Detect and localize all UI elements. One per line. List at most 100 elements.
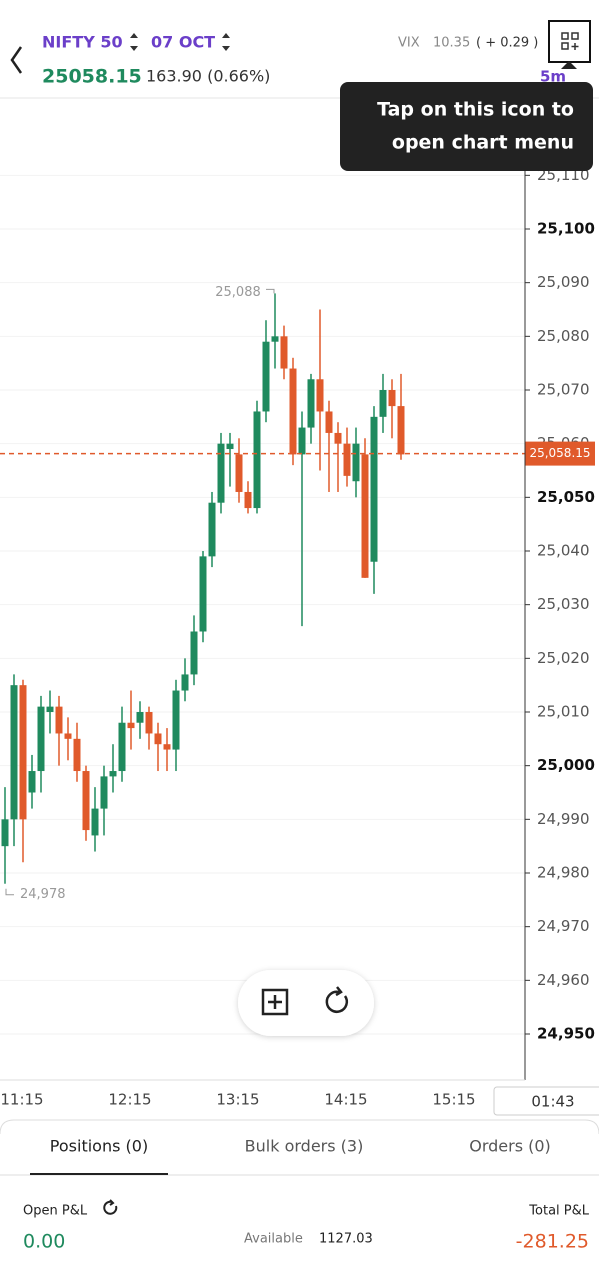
candle-body — [370, 416, 378, 562]
tooltip-text: Tap on this icon to — [377, 99, 574, 121]
refresh-icon[interactable] — [103, 1199, 118, 1215]
available: 1127.03 — [319, 1232, 373, 1247]
available-label: Available — [244, 1232, 303, 1247]
candle-body — [91, 808, 99, 836]
candle-body — [190, 631, 198, 675]
candle-body — [289, 368, 297, 455]
tab[interactable]: Positions (0) — [50, 1137, 148, 1156]
candle-body — [298, 427, 306, 455]
candle-body — [145, 712, 153, 734]
y-tick-label: 25,000 — [537, 756, 595, 774]
x-tick-label: 15:15 — [432, 1091, 475, 1109]
panel-edge — [0, 1119, 599, 1135]
candle-body — [127, 722, 135, 729]
interval[interactable]: 5m — [540, 68, 566, 86]
candle-body — [82, 771, 90, 831]
candle-body — [271, 336, 279, 342]
candle-body — [154, 733, 162, 745]
candle-body — [397, 406, 405, 455]
sort-icon — [130, 33, 138, 51]
candle-body — [334, 432, 342, 444]
candle-body — [226, 443, 234, 450]
zoom-controls — [238, 970, 374, 1036]
candle-body — [325, 411, 333, 433]
y-tick-label: 25,040 — [537, 542, 590, 560]
back-button[interactable] — [10, 46, 23, 74]
tab[interactable]: Orders (0) — [469, 1137, 551, 1156]
y-tick-label: 25,020 — [537, 649, 590, 667]
candle-body — [19, 685, 27, 820]
candle-body — [361, 454, 369, 578]
candle-body — [73, 738, 81, 772]
candle-body — [307, 379, 315, 428]
high-annotation: 25,088 — [215, 285, 261, 300]
candle-body — [379, 390, 387, 417]
x-tick-label: 11:15 — [0, 1091, 43, 1109]
tooltip — [340, 82, 593, 171]
fit-button[interactable] — [261, 988, 289, 1016]
chart-area: 25,11025,10025,09025,08025,07025,06025,0… — [0, 166, 595, 1043]
reset-button[interactable] — [325, 986, 349, 1013]
y-tick-label: 24,980 — [537, 864, 590, 882]
x-tick-label: 13:15 — [216, 1091, 259, 1109]
candle-body — [352, 443, 360, 482]
candle-body — [163, 744, 171, 750]
y-tick-label: 25,050 — [537, 488, 595, 506]
y-tick-label: 24,970 — [537, 917, 590, 935]
candle-body — [100, 776, 108, 809]
y-tick-label: 24,990 — [537, 810, 590, 828]
candle-body — [253, 411, 261, 509]
candle-body — [64, 733, 72, 739]
candle-body — [208, 502, 216, 557]
candle-body — [28, 771, 36, 793]
total-pl: -281.25 — [516, 1231, 589, 1253]
candle-body — [172, 690, 180, 750]
candle-body — [343, 443, 351, 476]
bottom-panel — [0, 1120, 599, 1280]
header — [0, 0, 599, 98]
candle-body — [244, 491, 252, 509]
open-pl-label: Open P&L — [23, 1204, 88, 1219]
expiry[interactable]: 07 OCT — [151, 33, 215, 52]
vix-value: 10.35 — [433, 36, 470, 51]
y-tick-label: 25,090 — [537, 273, 590, 291]
open-pl: 0.00 — [23, 1231, 65, 1253]
candle-body — [37, 706, 45, 772]
y-tick-label: 25,080 — [537, 327, 590, 345]
symbol[interactable]: NIFTY 50 — [42, 33, 123, 52]
candle-body — [316, 379, 324, 412]
candle-body — [136, 712, 144, 723]
y-tick-label: 25,010 — [537, 703, 590, 721]
candle-body — [109, 771, 117, 777]
tooltip-text: open chart menu — [392, 132, 574, 154]
last-price-tag — [525, 441, 595, 466]
menu-icon — [561, 32, 579, 50]
tab[interactable]: Bulk orders (3) — [245, 1137, 364, 1156]
low-marker — [5, 888, 14, 896]
tooltip-arrow — [561, 61, 577, 69]
vix-label: VIX — [398, 36, 420, 51]
time-labels: 11:15 12:15 13:15 14:15 15:15 — [0, 1091, 475, 1109]
total-pl-label: Total P&L — [528, 1204, 589, 1219]
candle-body — [46, 706, 54, 712]
last-price-label: 25,058.15 — [529, 446, 590, 460]
chart-menu-button[interactable] — [548, 20, 591, 63]
candle-body — [55, 706, 63, 734]
candle-body — [262, 341, 270, 412]
y-tick-label: 25,100 — [537, 220, 595, 238]
candle-body — [217, 443, 225, 503]
high-marker — [266, 288, 275, 294]
candle-body — [199, 556, 207, 632]
y-tick-label: 25,070 — [537, 381, 590, 399]
low-annotation: 24,978 — [20, 887, 66, 902]
sort-icon — [222, 33, 230, 51]
candle-body — [388, 390, 396, 407]
candle-body — [235, 454, 243, 492]
candle-body — [118, 722, 126, 772]
y-tick-label: 24,960 — [537, 971, 590, 989]
price: 25058.15 — [42, 66, 142, 88]
crosshair-time-box — [493, 1086, 599, 1116]
candle-body — [280, 336, 288, 369]
